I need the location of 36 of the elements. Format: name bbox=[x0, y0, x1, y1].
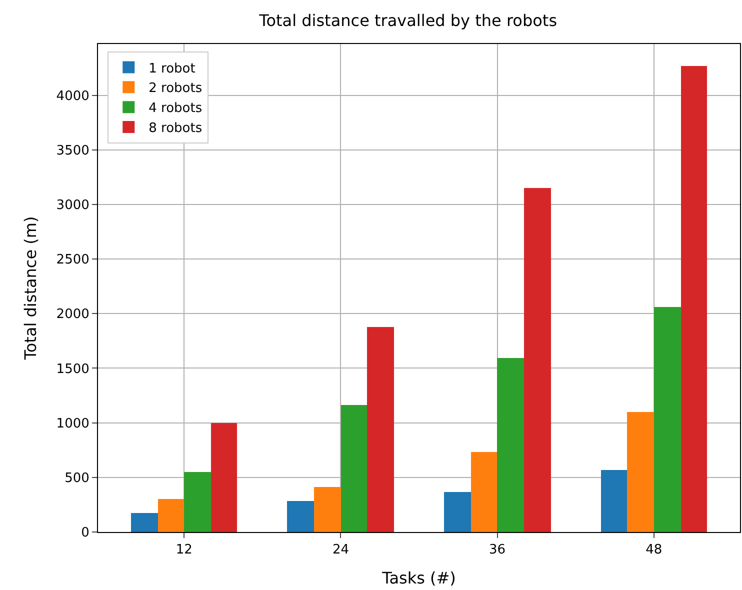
y-tick-label: 1500 bbox=[56, 362, 90, 377]
bar bbox=[627, 412, 654, 532]
bar bbox=[314, 487, 341, 532]
y-tick-label: 0 bbox=[81, 526, 90, 541]
y-tick-label: 500 bbox=[64, 470, 90, 486]
x-tick-label: 48 bbox=[646, 542, 662, 558]
x-tick-label: 36 bbox=[489, 542, 506, 558]
y-tick-label: 3500 bbox=[56, 143, 90, 158]
bar bbox=[184, 472, 211, 532]
bar bbox=[601, 470, 627, 532]
bar bbox=[444, 492, 471, 532]
y-tick-label: 2500 bbox=[56, 252, 90, 268]
bar bbox=[681, 66, 707, 532]
bar bbox=[471, 452, 497, 532]
bar bbox=[158, 499, 184, 532]
y-axis-title: Total distance (m) bbox=[21, 216, 40, 361]
legend-label: 8 robots bbox=[148, 121, 202, 136]
legend-label: 4 robots bbox=[148, 101, 202, 116]
y-tick-label: 3000 bbox=[56, 198, 90, 214]
bar bbox=[341, 405, 367, 532]
y-tick-label: 2000 bbox=[56, 307, 90, 322]
x-tick-label: 24 bbox=[332, 542, 349, 558]
bar bbox=[287, 501, 314, 532]
bar bbox=[211, 423, 237, 532]
x-axis-title: Tasks (#) bbox=[381, 568, 456, 588]
legend-label: 2 robots bbox=[148, 81, 202, 96]
bar bbox=[497, 358, 524, 532]
x-tick-label: 12 bbox=[176, 542, 192, 558]
legend-label: 1 robot bbox=[148, 61, 196, 76]
bar bbox=[131, 513, 158, 532]
bar bbox=[524, 188, 551, 532]
y-tick-label: 1000 bbox=[56, 416, 90, 432]
bar bbox=[367, 327, 394, 532]
y-tick-label: 4000 bbox=[56, 88, 90, 104]
bar bbox=[654, 307, 681, 532]
chart-title: Total distance travalled by the robots bbox=[258, 10, 558, 30]
